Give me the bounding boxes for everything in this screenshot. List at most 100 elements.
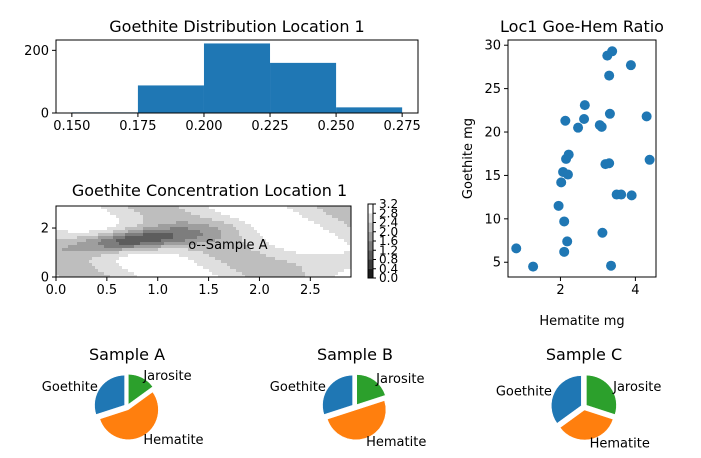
contour-band — [245, 236, 249, 240]
contour-band — [281, 272, 285, 276]
contour-band — [62, 266, 66, 270]
contour-band — [56, 275, 60, 277]
contour-band — [89, 221, 93, 225]
contour-band — [248, 251, 252, 255]
contour-band — [344, 224, 348, 228]
contour-band — [167, 218, 171, 222]
contour-band — [293, 266, 297, 270]
contour-band — [125, 233, 129, 237]
contour-band — [140, 275, 144, 277]
contour-band — [62, 218, 66, 222]
contour-band — [65, 275, 69, 277]
contour-band — [338, 263, 342, 267]
contour-band — [305, 251, 309, 255]
contour-band — [221, 221, 225, 225]
contour-band — [215, 209, 219, 213]
contour-band — [152, 269, 156, 273]
contour-band — [338, 245, 342, 249]
contour-band — [170, 239, 174, 243]
contour-band — [164, 209, 168, 213]
contour-band — [173, 263, 177, 267]
contour-band — [242, 251, 246, 255]
contour-band — [200, 236, 204, 240]
contour-band — [119, 209, 123, 213]
contour-band — [86, 209, 90, 213]
contour-band — [131, 215, 135, 219]
contour-band — [110, 266, 114, 270]
contour-band — [314, 236, 318, 240]
contour-band — [335, 224, 339, 228]
contour-band — [305, 239, 309, 243]
contour-band — [134, 218, 138, 222]
contour-band — [179, 242, 183, 246]
contour-band — [341, 233, 345, 237]
contour-band — [305, 221, 309, 225]
contour-band — [101, 245, 105, 249]
pie_b-slice-jarosite — [356, 374, 386, 405]
contour-band — [341, 206, 345, 210]
contour-band — [257, 245, 261, 249]
contour-band — [146, 227, 150, 231]
contour-band — [296, 248, 300, 252]
contour-band — [218, 245, 222, 249]
contour-band — [62, 257, 66, 261]
contour-band — [296, 239, 300, 243]
pie_b-slice-hematite — [327, 400, 387, 441]
contour-band — [149, 218, 153, 222]
contour-band — [212, 269, 216, 273]
contour-band — [65, 221, 69, 225]
contour-band — [188, 236, 192, 240]
contour-band — [125, 212, 129, 216]
contour-band — [248, 233, 252, 237]
contour-band — [266, 257, 270, 261]
contour-band — [272, 248, 276, 252]
contour-band — [254, 227, 258, 231]
contour-band — [200, 218, 204, 222]
contour-band — [134, 254, 138, 258]
pie_b-label-goethite: Goethite — [270, 380, 326, 395]
contour-band — [164, 260, 168, 264]
contour-band — [197, 218, 201, 222]
contour-band — [62, 221, 66, 225]
contour-band — [251, 236, 255, 240]
contour-band — [77, 233, 81, 237]
contour-band — [62, 272, 66, 276]
contour-band — [176, 230, 180, 234]
contour-band — [116, 233, 120, 237]
contour-band — [191, 254, 195, 258]
contour-band — [134, 266, 138, 270]
contour-band — [251, 206, 255, 210]
contour-band — [311, 266, 315, 270]
contour-band — [272, 218, 276, 222]
contour-band — [299, 275, 303, 277]
contour-band — [338, 272, 342, 276]
scatter-y-tick-label: 15 — [484, 169, 501, 184]
contour-band — [143, 263, 147, 267]
contour-band — [83, 260, 87, 264]
contour-band — [80, 257, 84, 261]
contour-band — [182, 236, 186, 240]
contour-band — [59, 230, 63, 234]
contour-band — [149, 251, 153, 255]
contour-band — [89, 245, 93, 249]
contour-band — [164, 248, 168, 252]
contour-band — [302, 245, 306, 249]
contour-band — [92, 212, 96, 216]
contour-band — [158, 236, 162, 240]
contour-band — [131, 257, 135, 261]
contour-band — [332, 209, 336, 213]
contour-band — [113, 245, 117, 249]
contour-band — [218, 221, 222, 225]
contour-band — [77, 221, 81, 225]
contour-band — [185, 266, 189, 270]
contour-band — [323, 242, 327, 246]
contour-band — [179, 233, 183, 237]
contour-band — [188, 275, 192, 277]
contour-band — [350, 215, 351, 219]
contour-band — [86, 269, 90, 273]
contour-band — [212, 233, 216, 237]
contour-band — [56, 269, 60, 273]
contour-band — [116, 221, 120, 225]
contour-band — [137, 263, 141, 267]
